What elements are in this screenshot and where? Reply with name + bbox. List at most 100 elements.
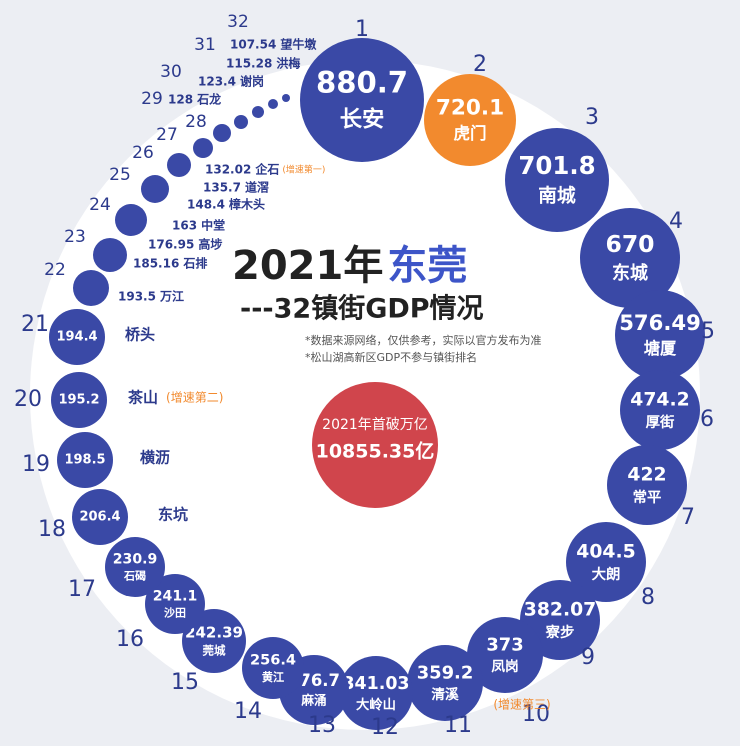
value-label: 373 — [486, 635, 523, 656]
rank-label: 1 — [355, 17, 369, 42]
category-label: 东城 — [612, 262, 648, 284]
bubble — [407, 645, 483, 721]
category-label: 桥头 — [125, 326, 155, 344]
bubble — [93, 238, 127, 272]
note: *数据来源网络，仅供参考，实际以官方发布为准 — [305, 333, 542, 347]
rank-label: 23 — [64, 227, 86, 247]
value-label: 206.4 — [79, 510, 120, 525]
rank-label: 5 — [701, 319, 715, 344]
rank-label: 32 — [227, 12, 249, 32]
value-label: 382.07 — [524, 600, 596, 621]
rank-label: 19 — [22, 452, 50, 477]
title: 2021年 — [232, 243, 383, 289]
rank-label: 11 — [444, 713, 472, 738]
bubble — [213, 124, 231, 142]
rank-label: 7 — [681, 505, 695, 530]
rank-label: 8 — [641, 585, 655, 610]
value-label: 148.4 — [187, 198, 225, 212]
value-label: 185.16 — [133, 257, 179, 271]
bubble — [615, 290, 705, 380]
value-label: 194.4 — [56, 330, 97, 345]
total-bubble — [312, 382, 438, 508]
annotation: (增速第二) — [166, 391, 223, 405]
value-label: 341.03 — [342, 674, 409, 694]
category-label: 大朗 — [592, 565, 621, 583]
rank-label: 30 — [160, 62, 182, 82]
value-label: 135.7 — [203, 181, 241, 195]
bubble — [242, 637, 304, 699]
category-label: 茶山 — [128, 389, 158, 407]
rank-label: 16 — [116, 627, 144, 652]
category-label: 长安 — [340, 105, 385, 132]
bubble — [607, 445, 687, 525]
value-label: 670 — [605, 230, 654, 258]
bubble — [300, 38, 424, 162]
category-label: 中堂 — [201, 218, 225, 233]
rank-label: 14 — [234, 699, 262, 724]
value-label: 230.9 — [113, 552, 158, 568]
bubble — [282, 94, 290, 102]
category-label: 黄江 — [262, 670, 284, 684]
bubble — [424, 74, 516, 166]
category-label: 塘厦 — [644, 339, 677, 358]
value-label: 720.1 — [436, 96, 504, 121]
value-label: 576.49 — [619, 310, 701, 335]
category-label: 大岭山 — [356, 696, 396, 713]
value-label: 701.8 — [518, 151, 595, 180]
note: *松山湖高新区GDP不参与镇街排名 — [305, 350, 477, 364]
rank-label: 12 — [371, 715, 399, 740]
rank-label: 15 — [171, 670, 199, 695]
rank-label: 4 — [669, 209, 683, 234]
subtitle: ---32镇街GDP情况 — [240, 294, 484, 325]
bubble — [339, 656, 413, 730]
bubble — [51, 372, 107, 428]
category-label: 清溪 — [431, 686, 459, 703]
rank-label: 22 — [44, 260, 66, 280]
category-label: 横沥 — [140, 449, 170, 467]
category-label: 洪梅 — [276, 56, 300, 71]
rank-label: 26 — [132, 143, 154, 163]
category-label: 石龙 — [196, 92, 221, 107]
category-label: 常平 — [633, 488, 662, 506]
rank-label: 25 — [109, 165, 131, 185]
category-label: 凤岗 — [491, 658, 518, 675]
category-label: 虎门 — [453, 123, 486, 143]
category-label: 樟木头 — [229, 197, 265, 212]
value-label: 193.5 — [118, 290, 156, 304]
bubble — [49, 309, 105, 365]
value-label: 359.2 — [417, 663, 474, 684]
total-label: 2021年首破万亿 — [322, 417, 428, 433]
rank-label: 27 — [156, 125, 178, 145]
value-label: 880.7 — [316, 66, 408, 100]
rank-label: 21 — [21, 312, 49, 337]
value-label: 176.95 — [148, 238, 194, 252]
bubble — [182, 609, 246, 673]
bubble — [141, 175, 169, 203]
rank-label: 9 — [581, 645, 595, 670]
category-label: 东坑 — [158, 506, 188, 524]
rank-label: 6 — [700, 407, 714, 432]
bubble — [234, 115, 248, 129]
rank-label: 13 — [308, 713, 336, 738]
category-label: 沙田 — [164, 607, 186, 620]
rank-label: 20 — [14, 387, 42, 412]
bubble — [566, 522, 646, 602]
category-label: 南城 — [538, 185, 576, 207]
value-label: 107.54 — [230, 38, 276, 52]
category-label: 厚街 — [646, 413, 675, 431]
bubble — [72, 489, 128, 545]
bubble — [520, 580, 600, 660]
bubble — [145, 574, 205, 634]
total-value: 10855.35亿 — [316, 440, 435, 463]
value-label: 404.5 — [576, 542, 635, 563]
title-accent: 东莞 — [387, 243, 467, 289]
rank-label: 10 — [522, 702, 550, 727]
bubble — [580, 208, 680, 308]
value-label: 132.02 — [205, 163, 251, 177]
category-label: 万江 — [159, 289, 184, 304]
rank-label: 2 — [473, 52, 487, 77]
category-label: 石碣 — [123, 570, 146, 583]
category-label: 望牛墩 — [280, 37, 317, 52]
value-label: 123.4 — [198, 75, 236, 89]
